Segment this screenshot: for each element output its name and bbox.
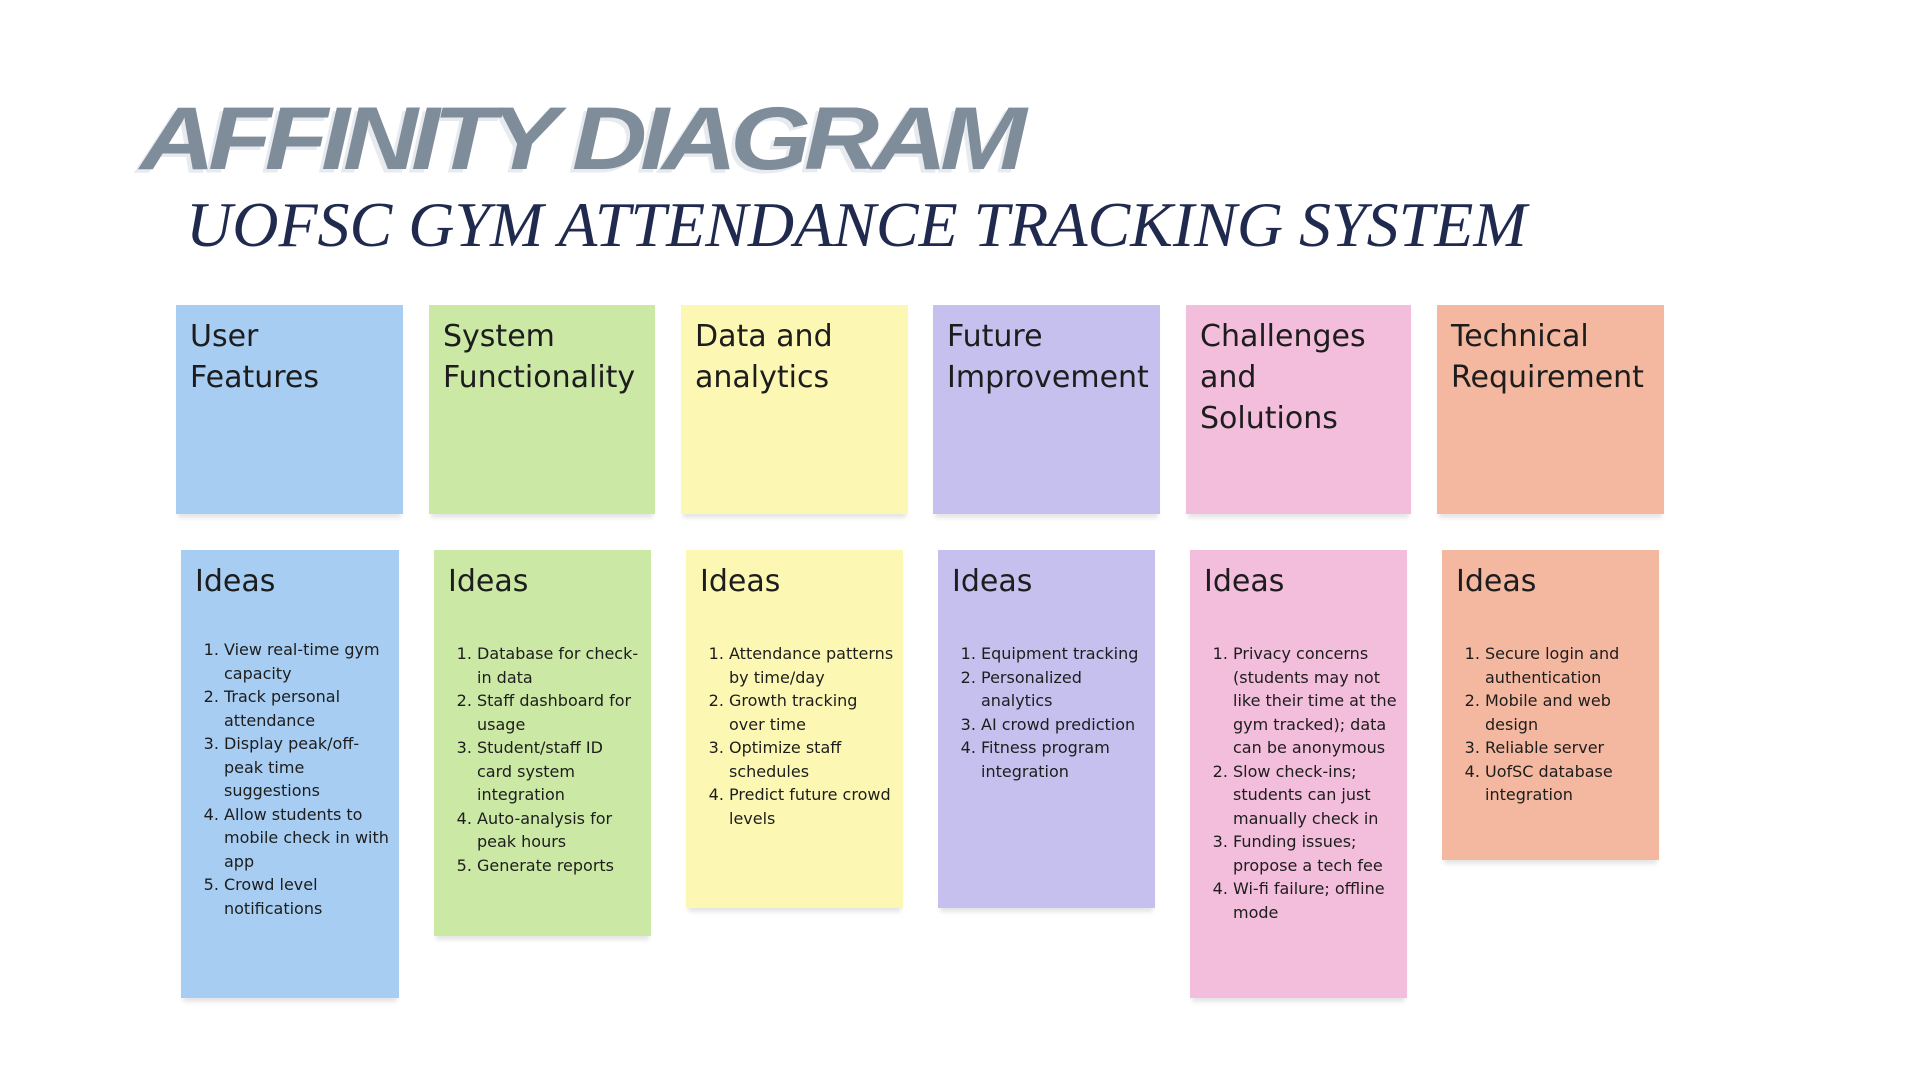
ideas-list: Attendance patterns by time/day Growth t… bbox=[686, 642, 895, 830]
list-item: Track personal attendance bbox=[224, 685, 391, 732]
ideas-list: Secure login and authentication Mobile a… bbox=[1442, 642, 1651, 807]
category-note-user-features: User Features bbox=[176, 305, 403, 514]
ideas-heading: Ideas bbox=[700, 564, 781, 599]
diagram-title: AFFINITY DIAGRAM bbox=[140, 88, 1027, 189]
ideas-list: Equipment tracking Personalized analytic… bbox=[938, 642, 1147, 783]
category-note-data-and-analytics: Data and analytics bbox=[681, 305, 908, 514]
list-item: Predict future crowd levels bbox=[729, 783, 895, 830]
category-heading: User Features bbox=[190, 319, 319, 395]
list-item: Equipment tracking bbox=[981, 642, 1147, 666]
ideas-note-user-features: Ideas View real-time gym capacity Track … bbox=[181, 550, 399, 998]
category-note-technical-requirement: Technical Requirement bbox=[1437, 305, 1664, 514]
list-item: Growth tracking over time bbox=[729, 689, 895, 736]
ideas-heading: Ideas bbox=[952, 564, 1033, 599]
diagram-subtitle: UOFSC GYM ATTENDANCE TRACKING SYSTEM bbox=[186, 189, 1527, 260]
category-heading: Challenges and Solutions bbox=[1200, 319, 1366, 436]
category-heading: Future Improvement bbox=[947, 319, 1149, 395]
list-item: Crowd level notifications bbox=[224, 873, 391, 920]
list-item: Staff dashboard for usage bbox=[477, 689, 643, 736]
list-item: Personalized analytics bbox=[981, 666, 1147, 713]
list-item: AI crowd prediction bbox=[981, 713, 1147, 737]
list-item: Funding issues; propose a tech fee bbox=[1233, 830, 1399, 877]
list-item: Generate reports bbox=[477, 854, 643, 878]
ideas-list: Database for check-in data Staff dashboa… bbox=[434, 642, 643, 877]
ideas-note-technical-requirement: Ideas Secure login and authentication Mo… bbox=[1442, 550, 1659, 860]
ideas-list: View real-time gym capacity Track person… bbox=[181, 638, 391, 920]
ideas-note-future-improvement: Ideas Equipment tracking Personalized an… bbox=[938, 550, 1155, 908]
ideas-note-data-and-analytics: Ideas Attendance patterns by time/day Gr… bbox=[686, 550, 903, 908]
list-item: Slow check-ins; students can just manual… bbox=[1233, 760, 1399, 831]
list-item: Attendance patterns by time/day bbox=[729, 642, 895, 689]
list-item: Privacy concerns (students may not like … bbox=[1233, 642, 1399, 760]
list-item: Database for check-in data bbox=[477, 642, 643, 689]
list-item: Display peak/off-peak time suggestions bbox=[224, 732, 391, 803]
category-note-future-improvement: Future Improvement bbox=[933, 305, 1160, 514]
list-item: Wi-fi failure; offline mode bbox=[1233, 877, 1399, 924]
ideas-note-system-functionality: Ideas Database for check-in data Staff d… bbox=[434, 550, 651, 936]
ideas-list: Privacy concerns (students may not like … bbox=[1190, 642, 1399, 924]
ideas-heading: Ideas bbox=[195, 564, 276, 599]
ideas-note-challenges-and-solutions: Ideas Privacy concerns (students may not… bbox=[1190, 550, 1407, 998]
list-item: Secure login and authentication bbox=[1485, 642, 1651, 689]
category-note-system-functionality: System Functionality bbox=[429, 305, 655, 514]
list-item: Auto-analysis for peak hours bbox=[477, 807, 643, 854]
category-note-challenges-and-solutions: Challenges and Solutions bbox=[1186, 305, 1411, 514]
list-item: Reliable server bbox=[1485, 736, 1651, 760]
category-heading: System Functionality bbox=[443, 319, 636, 395]
list-item: UofSC database integration bbox=[1485, 760, 1651, 807]
ideas-heading: Ideas bbox=[1456, 564, 1537, 599]
list-item: Student/staff ID card system integration bbox=[477, 736, 643, 807]
list-item: Mobile and web design bbox=[1485, 689, 1651, 736]
list-item: Optimize staff schedules bbox=[729, 736, 895, 783]
ideas-heading: Ideas bbox=[448, 564, 529, 599]
list-item: Allow students to mobile check in with a… bbox=[224, 803, 391, 874]
list-item: View real-time gym capacity bbox=[224, 638, 391, 685]
list-item: Fitness program integration bbox=[981, 736, 1147, 783]
category-heading: Data and analytics bbox=[695, 319, 833, 395]
ideas-heading: Ideas bbox=[1204, 564, 1285, 599]
category-heading: Technical Requirement bbox=[1451, 319, 1644, 395]
